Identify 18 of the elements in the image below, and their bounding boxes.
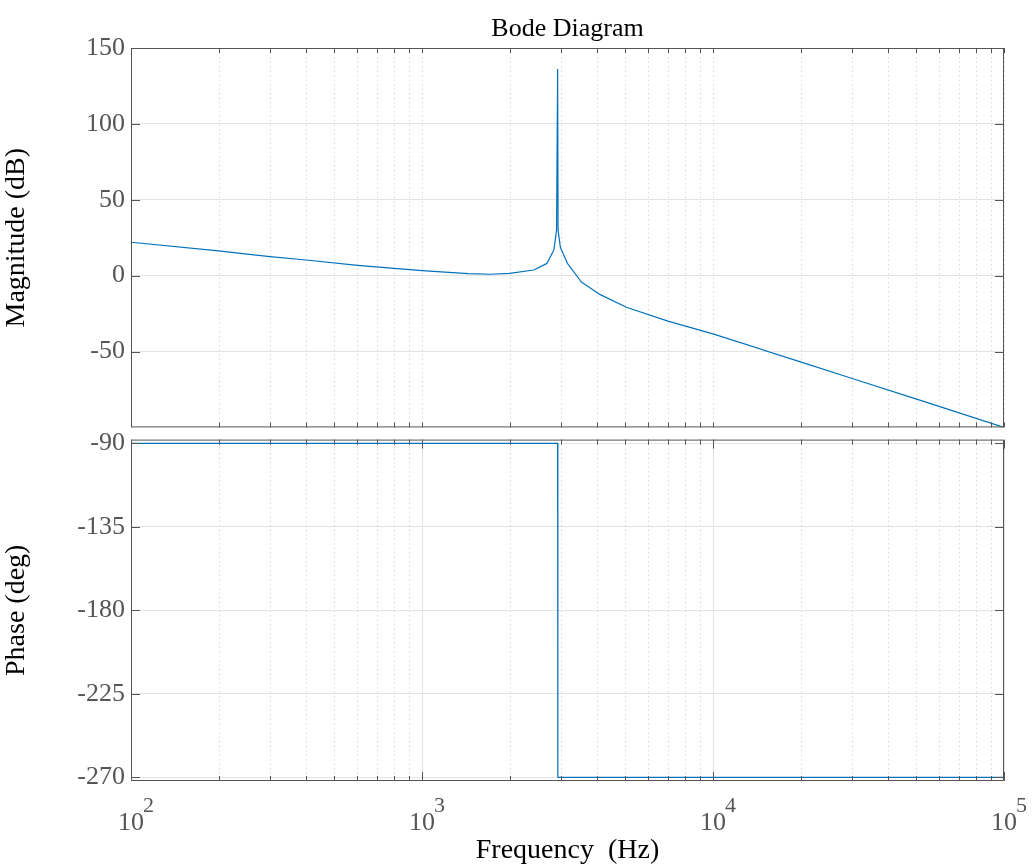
y-tick-label: 50 (99, 183, 125, 213)
y-tick-label: 100 (86, 107, 125, 137)
y-tick-label: -180 (77, 594, 125, 624)
chart-title: Bode Diagram (491, 13, 644, 42)
x-tick-label: 10$^{2}$ (118, 792, 154, 836)
x-tick-label: 10$^{4}$ (700, 792, 736, 836)
y-axis-title: Magnitude (dB) (0, 147, 31, 328)
y-tick-label: -90 (90, 427, 125, 457)
y-tick-label: 150 (86, 31, 125, 61)
y-tick-label: -270 (77, 761, 125, 791)
x-axis-title: Frequency (Hz) (475, 832, 660, 864)
y-tick-label: 0 (112, 259, 125, 289)
y-tick-label: -50 (90, 335, 125, 365)
y-axis-title: Phase (deg) (0, 544, 31, 676)
x-tick-label: 10$^{5}$ (991, 792, 1027, 836)
y-tick-label: -135 (77, 510, 125, 540)
y-tick-label: -225 (77, 677, 125, 707)
x-tick-label: 10$^{3}$ (409, 792, 445, 836)
